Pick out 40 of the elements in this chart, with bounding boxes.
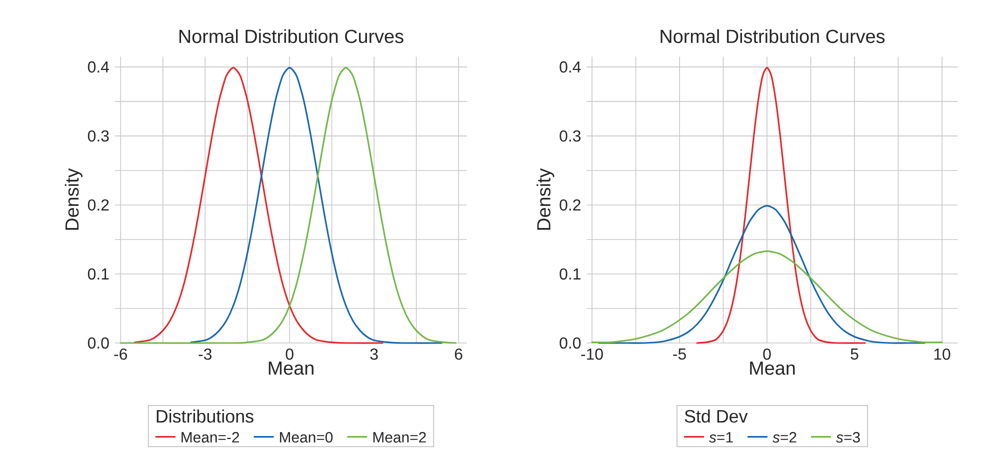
line-series <box>591 250 943 344</box>
y-tick-label: 0.2 <box>88 199 109 211</box>
legend-label: s=2 <box>772 432 796 443</box>
line-series <box>120 66 457 344</box>
y-tick-label: 0.0 <box>88 337 109 349</box>
x-tick-label: -5 <box>673 348 686 360</box>
x-tick-label: -10 <box>581 348 603 360</box>
line-series <box>134 66 384 344</box>
legend-title: Distributions <box>156 409 254 423</box>
y-tick-label: 0.2 <box>560 199 580 211</box>
legend-label: s=3 <box>836 432 860 443</box>
y-tick-label: 0.4 <box>88 61 110 73</box>
legend-label: s=1 <box>709 432 733 443</box>
line-series <box>190 66 442 344</box>
x-tick-label: 10 <box>934 348 950 360</box>
x-axis-title: Mean <box>268 362 314 375</box>
legend-title: Std Dev <box>684 409 748 423</box>
y-axis-title: Density <box>64 168 82 230</box>
x-tick-label: 0 <box>763 348 771 360</box>
y-axis-title: Density <box>536 168 554 230</box>
line-series <box>696 66 866 344</box>
chart-title: Normal Distribution Curves <box>660 29 885 44</box>
line-series <box>598 204 926 344</box>
y-tick-label: 0.0 <box>560 337 581 349</box>
y-tick-label: 0.1 <box>560 268 580 280</box>
x-axis-title: Mean <box>750 362 795 375</box>
x-tick-label: -3 <box>198 348 212 360</box>
y-tick-label: 0.3 <box>88 130 109 142</box>
x-tick-label: 5 <box>850 348 858 360</box>
legend-label: Mean=-2 <box>182 432 240 443</box>
chart-title: Normal Distribution Curves <box>179 29 404 44</box>
x-tick-label: 0 <box>286 348 294 360</box>
y-tick-label: 0.3 <box>560 130 581 142</box>
legend-label: Mean=2 <box>373 432 426 443</box>
x-tick-label: 3 <box>370 348 378 360</box>
x-tick-label: -6 <box>114 348 128 360</box>
y-tick-label: 0.1 <box>88 268 109 280</box>
legend-label: Mean=0 <box>280 432 333 443</box>
x-tick-label: 6 <box>454 348 462 360</box>
y-tick-label: 0.4 <box>560 61 581 73</box>
